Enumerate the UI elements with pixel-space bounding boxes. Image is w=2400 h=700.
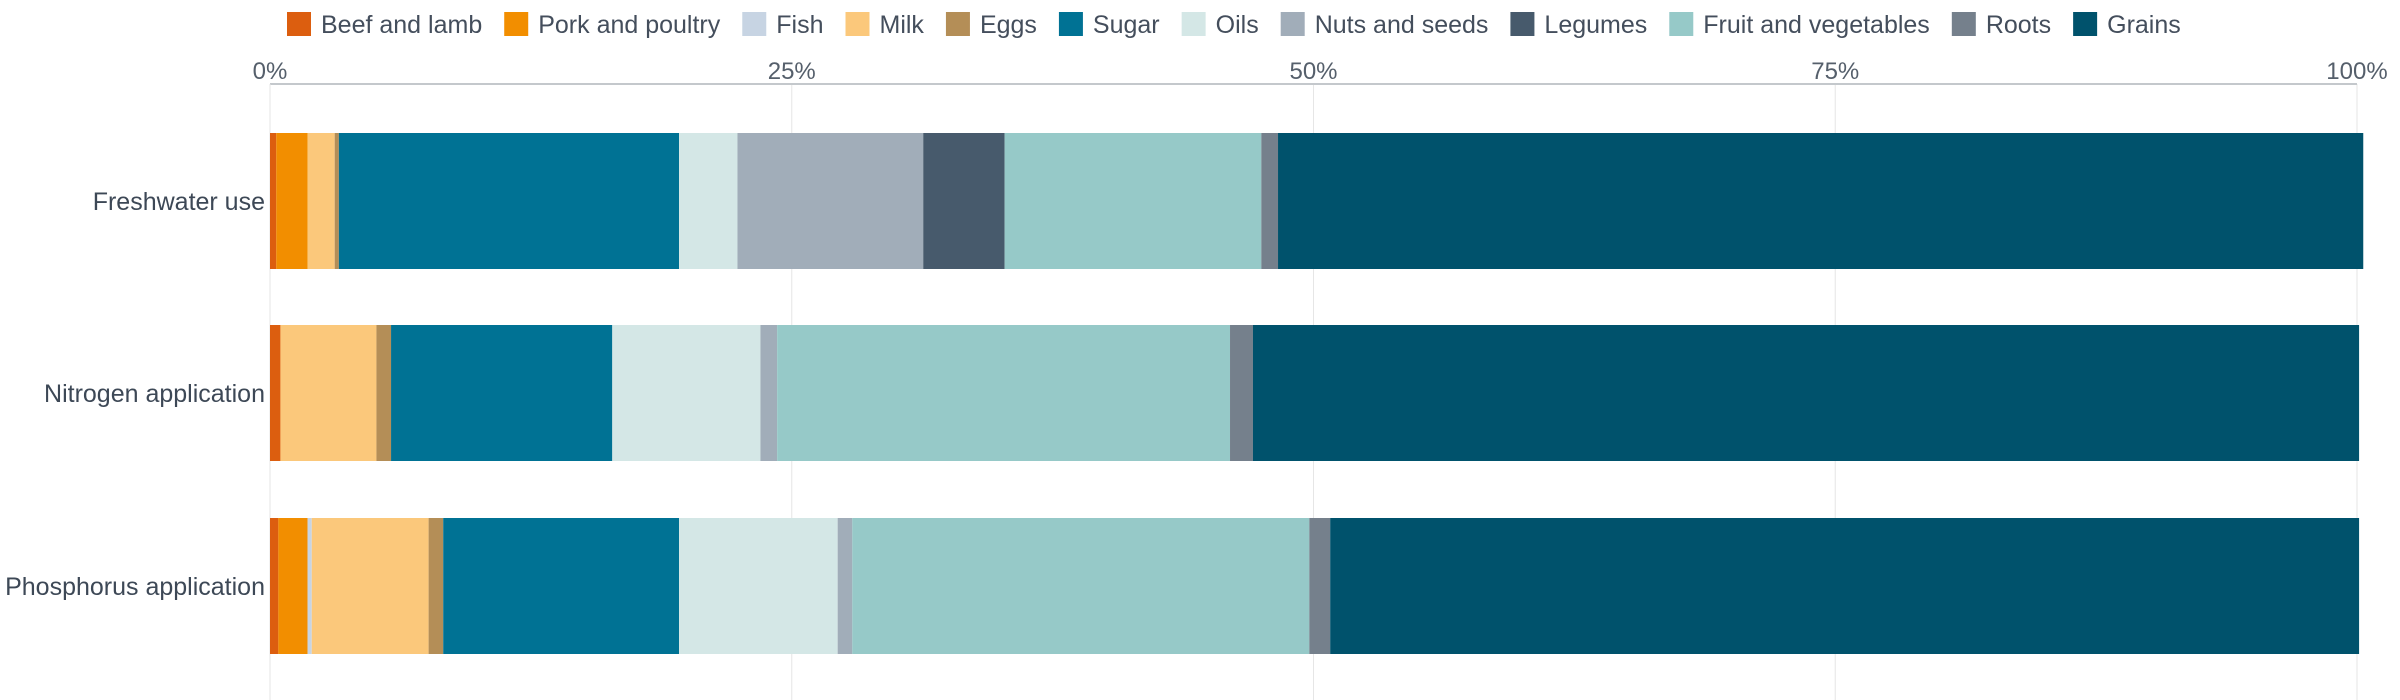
bar-segment-phosphorus-application-sugar <box>443 518 680 654</box>
legend-label-milk: Milk <box>880 11 925 39</box>
x-tick-label-75: 75% <box>1811 58 1859 85</box>
bar-segment-nitrogen-application-roots <box>1230 325 1253 461</box>
legend-swatch-eggs <box>945 12 970 36</box>
x-tick-label-0: 0% <box>253 58 288 85</box>
bar-segment-nitrogen-application-fruit-and-vegetables <box>777 325 1231 461</box>
bar-segment-freshwater-use-grains <box>1278 133 2364 269</box>
bar-segment-nitrogen-application-oils <box>612 325 761 461</box>
category-label-freshwater-use: Freshwater use <box>93 188 265 216</box>
legend-label-fruit-and-vegetables: Fruit and vegetables <box>1703 11 1930 39</box>
legend: Beef and lamb Pork and poultry Fish Milk Egg… <box>287 11 2181 39</box>
bar-segment-phosphorus-application-eggs <box>428 518 444 654</box>
bar-segment-phosphorus-application-oils <box>679 518 838 654</box>
bar-segment-phosphorus-application-nuts-and-seeds <box>837 518 853 654</box>
x-axis: 0% 25% 50% 75% 100% <box>253 58 2388 700</box>
bar-group-freshwater-use <box>270 133 2364 269</box>
bar-segment-nitrogen-application-milk <box>280 325 377 461</box>
legend-swatch-grains <box>2073 12 2098 36</box>
bar-segment-phosphorus-application-fruit-and-vegetables <box>852 518 1310 654</box>
legend-swatch-legumes <box>1510 12 1535 36</box>
bar-segment-phosphorus-application-grains <box>1330 518 2360 654</box>
bar-group-phosphorus-application <box>270 518 2360 654</box>
legend-label-beef-and-lamb: Beef and lamb <box>321 11 482 39</box>
legend-swatch-milk <box>845 12 870 36</box>
x-tick-label-100: 100% <box>2326 58 2387 85</box>
bar-segment-nitrogen-application-beef-and-lamb <box>270 325 281 461</box>
bar-segment-freshwater-use-eggs <box>334 133 339 269</box>
bar-segment-freshwater-use-pork-and-poultry <box>276 133 308 269</box>
legend-label-sugar: Sugar <box>1093 11 1160 39</box>
legend-label-oils: Oils <box>1216 11 1259 39</box>
legend-label-eggs: Eggs <box>980 11 1037 39</box>
bar-segment-freshwater-use-nuts-and-seeds <box>737 133 924 269</box>
legend-swatch-sugar <box>1058 12 1083 36</box>
bar-segment-freshwater-use-legumes <box>923 133 1005 269</box>
y-axis: Freshwater use Nitrogen application Phosph… <box>5 188 265 601</box>
legend-label-fish: Fish <box>776 11 823 39</box>
bar-segment-freshwater-use-roots <box>1261 133 1279 269</box>
x-tick-label-50: 50% <box>1289 58 1337 85</box>
bar-segment-nitrogen-application-grains <box>1252 325 2360 461</box>
bar-segment-phosphorus-application-milk <box>311 518 429 654</box>
bar-segment-phosphorus-application-fish <box>307 518 312 654</box>
legend-label-legumes: Legumes <box>1544 11 1647 39</box>
legend-label-nuts-and-seeds: Nuts and seeds <box>1315 11 1489 39</box>
bar-segment-phosphorus-application-roots <box>1309 518 1331 654</box>
legend-label-grains: Grains <box>2107 11 2181 39</box>
bar-segment-nitrogen-application-sugar <box>391 325 613 461</box>
bar-segment-freshwater-use-beef-and-lamb <box>270 133 277 269</box>
bar-segment-nitrogen-application-eggs <box>376 325 392 461</box>
category-label-nitrogen-application: Nitrogen application <box>44 380 265 408</box>
bar-segment-freshwater-use-fruit-and-vegetables <box>1004 133 1262 269</box>
legend-swatch-roots <box>1951 12 1976 36</box>
legend-swatch-oils <box>1181 12 1206 36</box>
bar-segment-freshwater-use-oils <box>679 133 738 269</box>
x-tick-label-25: 25% <box>768 58 816 85</box>
bar-segment-nitrogen-application-nuts-and-seeds <box>760 325 778 461</box>
legend-swatch-fish <box>742 12 767 36</box>
legend-label-pork-and-poultry: Pork and poultry <box>538 11 721 39</box>
bar-segment-freshwater-use-milk <box>307 133 335 269</box>
legend-swatch-beef-and-lamb <box>287 12 311 36</box>
bars <box>270 133 2364 654</box>
category-label-phosphorus-application: Phosphorus application <box>5 573 265 601</box>
legend-swatch-nuts-and-seeds <box>1280 12 1305 36</box>
legend-swatch-pork-and-poultry <box>504 12 529 36</box>
legend-label-roots: Roots <box>1986 11 2051 39</box>
legend-swatch-fruit-and-vegetables <box>1669 12 1694 36</box>
bar-segment-phosphorus-application-beef-and-lamb <box>270 518 279 654</box>
bar-group-nitrogen-application <box>270 325 2360 461</box>
bar-segment-phosphorus-application-pork-and-poultry <box>278 518 308 654</box>
bar-segment-freshwater-use-sugar <box>338 133 680 269</box>
